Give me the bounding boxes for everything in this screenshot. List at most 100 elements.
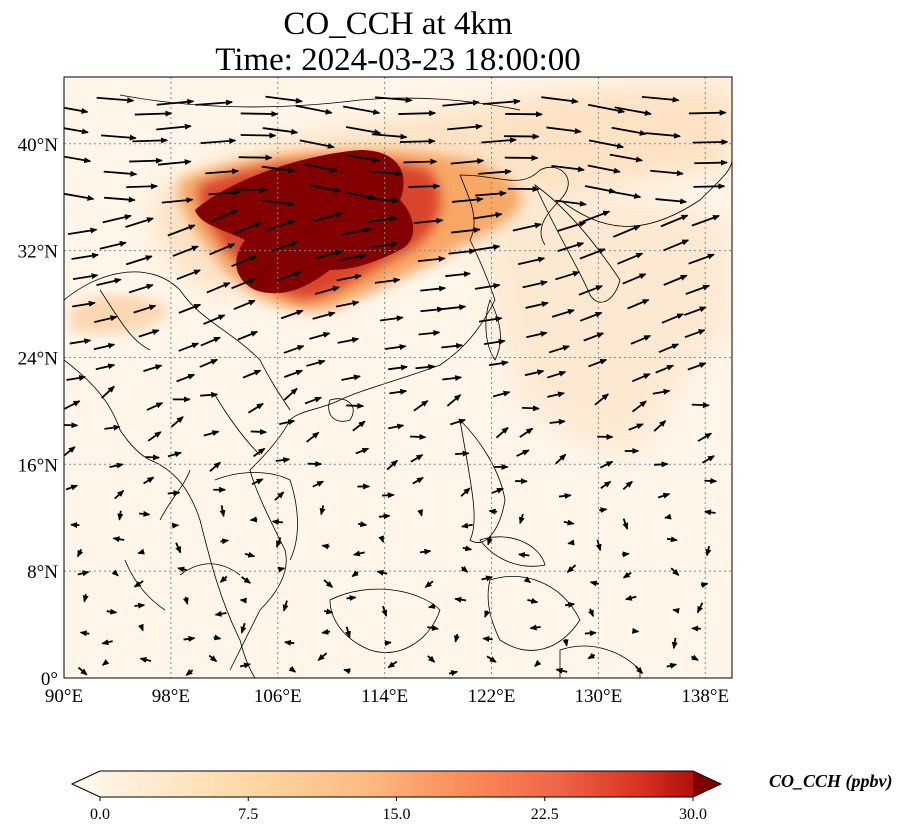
wind-vector [478, 316, 503, 323]
wind-vector [483, 98, 521, 105]
wind-vector [125, 217, 154, 228]
wind-vector [283, 387, 298, 401]
wind-vector [579, 311, 603, 322]
wind-vector [132, 137, 169, 144]
wind-vector [161, 197, 194, 204]
colorbar-tick-label: 7.5 [238, 806, 258, 823]
y-tick-label: 8°N [27, 562, 58, 583]
wind-vector [185, 669, 194, 676]
wind-vector [271, 241, 298, 252]
wind-vector [77, 666, 88, 676]
wind-vector [114, 490, 125, 500]
wind-vector [65, 484, 79, 491]
wind-vector [413, 400, 429, 412]
wind-vector [684, 329, 706, 339]
wind-vector [562, 638, 569, 647]
wind-vector [239, 597, 247, 604]
wind-vector [379, 315, 404, 322]
wind-vector [64, 192, 95, 201]
wind-vector [491, 487, 504, 494]
wind-vector [617, 252, 644, 265]
wind-vector [262, 127, 299, 135]
wind-vector [200, 391, 219, 398]
wind-vector [167, 490, 181, 497]
wind-vector [146, 402, 164, 411]
wind-vector [95, 363, 116, 371]
wind-vector [352, 420, 366, 432]
wind-vector [482, 636, 493, 642]
wind-vector [522, 280, 548, 289]
wind-vector [231, 255, 258, 268]
wind-vector [388, 423, 405, 430]
wind-vector [427, 624, 440, 631]
wind-vector [595, 539, 602, 552]
wind-vector [460, 522, 473, 529]
wind-vector [358, 521, 368, 528]
wind-vector [609, 190, 642, 199]
wind-vector [337, 337, 360, 344]
wind-vector [182, 596, 189, 605]
wind-vector [209, 243, 236, 256]
wind-vector [64, 446, 76, 457]
wind-vector [594, 393, 609, 406]
wind-vector [352, 550, 365, 557]
wind-vector [239, 662, 252, 669]
y-axis-tick-labels: 0° 8°N 16°N 24°N 32°N 40°N [18, 135, 59, 690]
wind-vector [346, 402, 365, 409]
wind-vector [109, 462, 124, 469]
wind-vector [441, 342, 464, 349]
wind-vector [280, 309, 304, 320]
wind-vector [250, 428, 268, 435]
wind-vector [199, 358, 219, 368]
wind-vector [697, 432, 713, 442]
wind-vector [693, 183, 726, 190]
wind-vector [484, 610, 491, 618]
wind-vector [323, 608, 334, 615]
wind-vector [209, 461, 221, 472]
wind-vector [399, 138, 436, 145]
wind-vector [66, 374, 87, 381]
wind-vector [566, 564, 577, 573]
wind-vector [384, 640, 392, 647]
wind-vector [336, 273, 363, 282]
wind-vector [338, 253, 367, 262]
wind-vector [694, 159, 728, 166]
wind-vector [261, 165, 296, 174]
wind-vector [486, 655, 497, 663]
wind-vector [208, 189, 241, 196]
wind-vector [418, 330, 441, 337]
wind-vector [634, 665, 644, 675]
wind-vector [94, 315, 118, 323]
wind-vector [203, 314, 226, 325]
wind-vector [367, 197, 399, 204]
wind-vector [524, 369, 545, 377]
wind-vector [101, 639, 113, 646]
wind-vector [408, 183, 441, 190]
wind-vector [454, 596, 467, 603]
wind-vector [309, 332, 331, 340]
wind-vector [133, 580, 144, 588]
wind-vector [448, 670, 459, 676]
wind-vector [200, 137, 237, 145]
wind-vector [582, 210, 611, 223]
wind-vector [252, 447, 266, 458]
wind-vector [279, 419, 296, 426]
wind-vector [341, 374, 361, 381]
wind-vector [645, 132, 682, 139]
wind-vector [172, 245, 199, 257]
wind-vector [64, 155, 92, 164]
wind-vector [69, 338, 92, 345]
wind-vector [240, 132, 277, 139]
wind-vector [427, 603, 436, 609]
x-tick-label: 138°E [681, 686, 729, 707]
colorbar-title: CO_CCH (ppbv) [769, 771, 893, 792]
wind-vector [455, 450, 470, 457]
map-title: CO_CCH at 4km [283, 6, 513, 42]
wind-vector [277, 566, 286, 573]
wind-vector [304, 396, 322, 405]
wind-vector [555, 270, 581, 281]
wind-vector [512, 222, 542, 232]
wind-vector [450, 158, 485, 165]
wind-vector [284, 369, 304, 378]
wind-vector [248, 402, 264, 414]
